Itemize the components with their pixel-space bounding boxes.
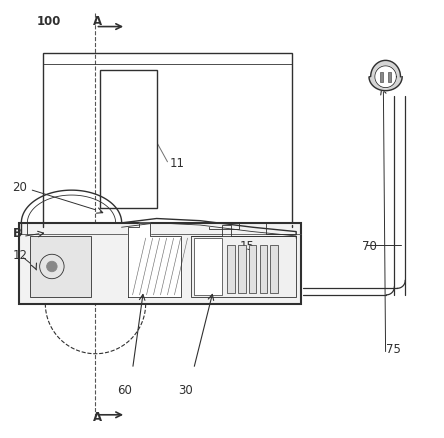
Bar [249, 245, 257, 293]
Text: 75: 75 [385, 342, 400, 355]
Bar [43, 53, 292, 228]
Bar [30, 237, 91, 297]
Text: 60: 60 [117, 383, 132, 396]
Polygon shape [369, 61, 402, 92]
Polygon shape [128, 223, 181, 297]
Bar [388, 73, 391, 82]
Bar [381, 73, 383, 82]
Text: A: A [93, 410, 103, 423]
Text: A: A [93, 15, 103, 28]
Bar [194, 239, 222, 295]
Text: 100: 100 [36, 15, 61, 28]
Text: 20: 20 [12, 181, 28, 194]
Text: 70: 70 [361, 240, 377, 252]
Circle shape [47, 261, 57, 272]
Bar [227, 245, 234, 293]
Polygon shape [375, 67, 396, 88]
Bar [270, 245, 278, 293]
Text: 30: 30 [178, 383, 193, 396]
Bar [259, 245, 267, 293]
Bar [100, 71, 157, 208]
Text: 12: 12 [12, 248, 28, 261]
Text: B: B [12, 226, 22, 240]
Text: 15: 15 [239, 240, 254, 252]
Bar [238, 245, 246, 293]
Bar [191, 237, 296, 297]
Bar [19, 223, 301, 304]
Text: 11: 11 [170, 157, 185, 170]
